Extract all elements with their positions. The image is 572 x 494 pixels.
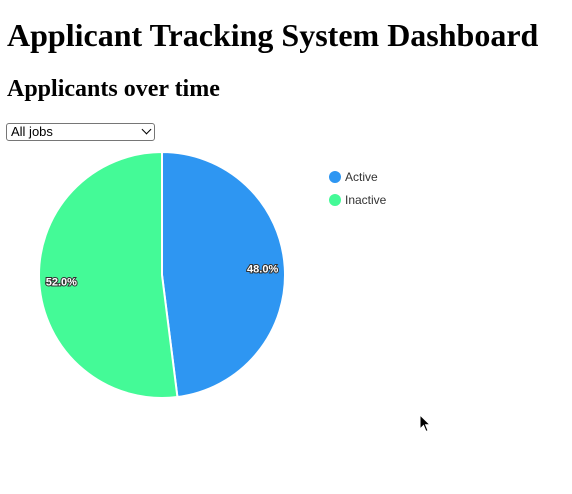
legend-label-inactive[interactable]: Inactive bbox=[345, 193, 387, 207]
pie-labels: 48.0% 52.0% bbox=[45, 263, 280, 290]
job-filter-select[interactable]: All jobs bbox=[6, 123, 155, 141]
applicants-pie-chart: 48.0% 52.0% Active Inactive bbox=[38, 150, 387, 399]
legend-label-active[interactable]: Active bbox=[345, 170, 378, 184]
pie-slices bbox=[38, 150, 286, 399]
legend-marker-inactive[interactable] bbox=[329, 194, 341, 206]
pie-data-label-inactive: 52.0% bbox=[46, 276, 77, 288]
chevron-down-icon bbox=[141, 124, 152, 135]
pie-data-label-active: 48.0% bbox=[247, 264, 278, 276]
mouse-cursor-icon bbox=[419, 414, 431, 433]
job-filter-value: All jobs bbox=[11, 124, 53, 139]
pie-slice-active[interactable] bbox=[161, 150, 286, 399]
chart-legend: Active Inactive bbox=[329, 170, 387, 207]
pie-slice-inactive[interactable] bbox=[38, 150, 179, 399]
section-title: Applicants over time bbox=[7, 76, 220, 102]
legend-marker-active[interactable] bbox=[329, 171, 341, 183]
page-title: Applicant Tracking System Dashboard bbox=[7, 17, 539, 53]
